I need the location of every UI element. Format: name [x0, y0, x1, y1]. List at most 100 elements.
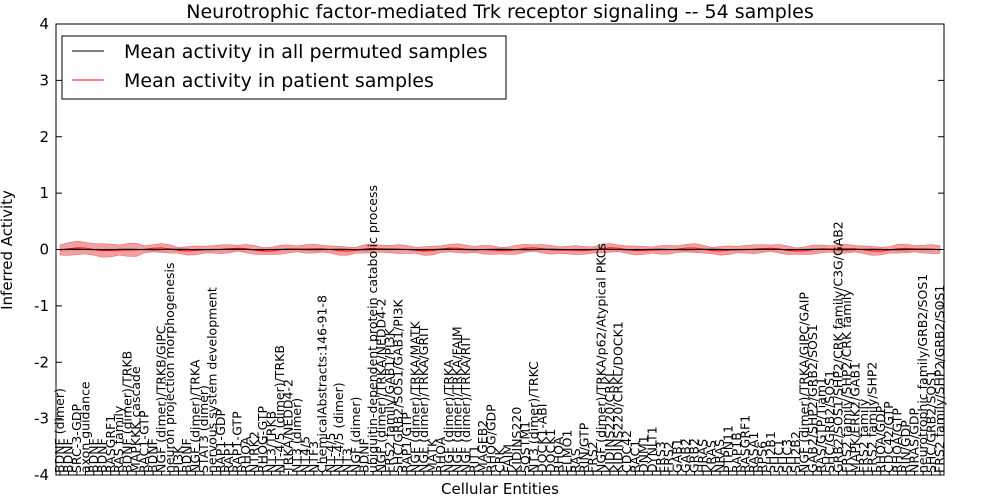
category-label: NGF (dimer)/TRKA: [441, 359, 456, 473]
category-label: RASGRF1: [103, 415, 118, 473]
category-label: RIN/GDP: [898, 420, 913, 473]
y-tick-label: 3: [39, 71, 49, 89]
category-label: SHC/GRB2/SOS1/GAB1/PI3K: [390, 299, 405, 473]
category-label: NTF3: [306, 441, 321, 473]
y-axis: -4 -3 -2 -1 0 1 2 3 4: [34, 15, 944, 484]
y-tick-label: -3: [34, 410, 49, 428]
category-label: NGF (dimer)/TRKA/GIPC/GAIP: [797, 292, 812, 473]
category-label: NT3 (dimer): [289, 398, 304, 473]
category-label: SHC3: [780, 439, 795, 473]
category-label: NGF (dimer)/TRKA/p62/Atypical PKCs: [594, 243, 609, 473]
category-label: DYNLT1: [644, 426, 659, 473]
chart-title: Neurotrophic factor-mediated Trk recepto…: [186, 1, 813, 23]
category-label: NT-4/5 (dimer): [331, 382, 346, 473]
category-label: NT3: [340, 448, 355, 473]
category-label: ChemicalAbstracts:146-91-8: [314, 295, 329, 473]
category-label: NGF (dimer)/TRKA/GRIT: [416, 325, 431, 473]
category-label: NGF (dimer)/TRKB/GIPC: [154, 325, 169, 473]
category-label: RHOA: [238, 436, 253, 473]
category-label: neurotrophic family/GRB2/SOS1: [915, 274, 930, 473]
category-label: BDNF: [179, 438, 194, 473]
category-label: BDNF: [94, 438, 109, 473]
category-label: RIT1: [467, 445, 482, 473]
category-label: RAP1: [221, 441, 236, 473]
x-axis-label: Cellular Entities: [441, 480, 559, 498]
category-label: CRK: [492, 447, 507, 473]
category-label: SHC1: [771, 439, 786, 473]
category-label: RASGRF1: [737, 415, 752, 473]
category-label: DOCK1: [543, 429, 558, 473]
category-label: KIDINS220/CRKL: [602, 370, 617, 473]
category-label: axon guidance: [77, 381, 92, 473]
category-label: CDC42: [619, 430, 634, 473]
category-label: RAP1-GTP: [230, 411, 245, 473]
category-label: BDNF: [60, 438, 75, 473]
category-label: RAC1: [627, 440, 642, 473]
legend-label-permuted: Mean activity in all permuted samples: [124, 41, 487, 63]
category-label: GAB2: [678, 438, 693, 473]
category-label: FRS3: [653, 441, 668, 473]
category-label: NT-4/5 (dimer)/TRKB: [272, 345, 287, 473]
category-label: KIDINS220: [509, 407, 524, 473]
legend-label-patient: Mean activity in patient samples: [124, 70, 434, 92]
category-label: RHOA: [551, 436, 566, 473]
category-label: DOCK1-ABI: [534, 404, 549, 473]
category-label: SH2B2: [788, 431, 803, 473]
category-label: MAPK/ERK2/GAB1: [847, 362, 862, 473]
category-label: ubiquitin-dependent protein catabolic pr…: [365, 185, 380, 473]
y-tick-label: 2: [39, 128, 49, 146]
category-label: RAP1-GDP: [213, 408, 228, 473]
y-tick-label: -1: [34, 297, 49, 315]
category-label: PI3K: [170, 445, 185, 473]
category-label: FRS2: [661, 441, 676, 473]
category-label: NGF (dimer)/TRKA/FAIM: [450, 326, 465, 473]
category-label: MATK: [424, 438, 439, 473]
y-tick-label: 0: [39, 241, 49, 259]
category-label: NT3/TRKB: [264, 411, 279, 473]
y-tick-label: -2: [34, 353, 49, 371]
category-label: FRS2 family/SHP2/GRB2/SOS1: [932, 285, 947, 473]
category-label: TRKA/NEDD4-2: [280, 379, 295, 474]
category-label: NRAS: [712, 439, 727, 473]
y-tick-label: 4: [39, 15, 49, 33]
category-label: NT-4/5: [323, 433, 338, 473]
category-label: RAS family: [111, 405, 126, 473]
category-label: ELMO1: [560, 430, 575, 473]
category-label: RIN/GTP: [577, 422, 592, 473]
category-label: GAB2/SHP2/GRB2/SOS1: [805, 324, 820, 473]
category-label: RAC1-GTP: [137, 410, 152, 473]
category-label: MAPKKK cascade: [128, 366, 143, 473]
category-label: SHC/GRB2/SOS1: [822, 370, 837, 473]
category-label: RAS/GTP/Tiam1: [814, 377, 829, 473]
category-label: STAT3 (dimer): [196, 385, 211, 473]
category-label: SH2B1: [763, 431, 778, 473]
category-label: NGF (dimer)/TRKA/RIT: [458, 335, 473, 473]
category-label: SRC-3-GDP: [69, 404, 84, 473]
category-label: RHOG-GTP: [255, 406, 270, 473]
legend: Mean activity in all permuted samples Me…: [61, 35, 507, 100]
category-label: BDNF: [357, 438, 372, 473]
category-label: GAB1: [670, 438, 685, 473]
category-label: RHOA: [433, 436, 448, 473]
category-label: BDNF (dimer)/TRKB: [120, 351, 135, 473]
y-tick-label: 1: [39, 184, 49, 202]
category-label: BDNF: [145, 438, 160, 473]
category-label: neuron projection morphogenesis: [162, 262, 177, 473]
category-label: NTRK2: [247, 431, 262, 473]
category-label: PTPN11: [720, 425, 735, 473]
category-label: nervous system development: [204, 287, 219, 473]
category-label: FRS2 family/GAB1/PI3K: [382, 327, 397, 473]
category-label: CDC42/GTP: [881, 401, 896, 473]
category-label: RASA1: [746, 432, 761, 473]
category-label: DNM1: [636, 435, 651, 473]
y-tick-label: -4: [34, 466, 49, 484]
category-label: RAP1B: [729, 432, 744, 473]
category-label: MAGEB2: [475, 420, 490, 473]
category-label: KIDINS220/CRKL/DOCK1: [610, 321, 625, 473]
y-axis-label: Inferred Activity: [0, 190, 16, 310]
category-label: FRS2 family/SHP2: [864, 362, 879, 473]
category-label: RAP1/GTP: [399, 412, 414, 473]
category-label: RHOG/GDP: [484, 404, 499, 473]
